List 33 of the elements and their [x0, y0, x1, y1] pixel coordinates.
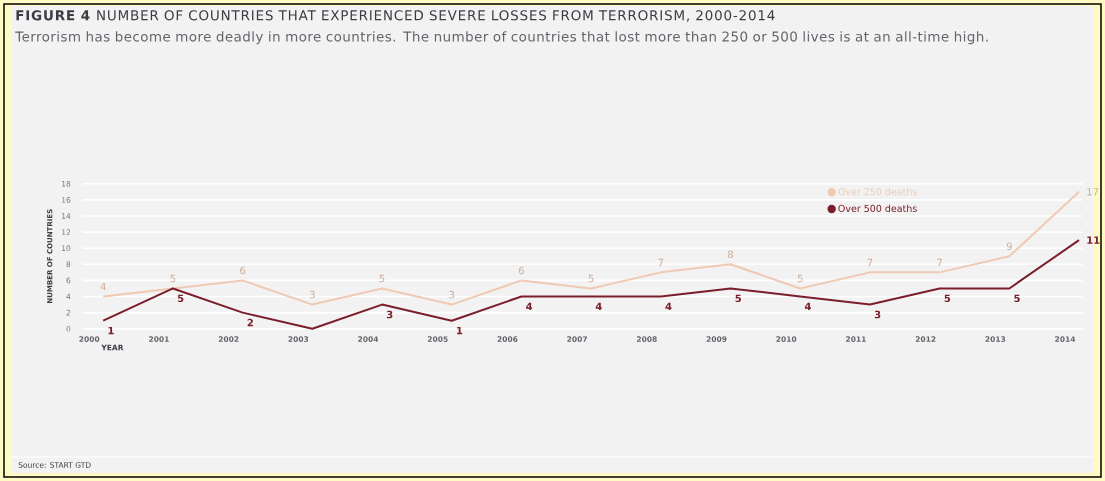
data-label: 4 — [665, 302, 672, 311]
data-label: 9 — [1006, 242, 1012, 251]
data-label: 8 — [728, 250, 734, 259]
data-label: 7 — [658, 258, 664, 267]
data-label: 4 — [804, 302, 811, 311]
data-label: 2 — [247, 318, 253, 327]
data-label: 6 — [240, 266, 246, 275]
data-label: 5 — [944, 294, 951, 303]
data-label: 4 — [595, 302, 602, 311]
data-label: 5 — [735, 294, 741, 303]
data-label: 5 — [588, 274, 594, 283]
data-label: 1 — [457, 326, 463, 335]
data-label: 5 — [379, 274, 385, 283]
data-label: 4 — [526, 302, 533, 311]
data-label: 7 — [867, 258, 873, 267]
data-label: 6 — [518, 266, 524, 275]
data-label: 4 — [100, 283, 106, 291]
legend-label: Over 500 deaths — [838, 204, 917, 213]
data-label: 3 — [449, 290, 455, 299]
data-label: 7 — [937, 258, 942, 267]
data-label: 17 — [1087, 188, 1099, 196]
chart-subtitle: Terrorism has become more deadly in more countries. The number of countries that lost more than 250 or 500 lives is at an all-time high. — [15, 31, 988, 45]
data-label: 5 — [797, 274, 803, 283]
data-label: 5 — [170, 274, 176, 283]
data-label: 5 — [1014, 294, 1020, 303]
data-label: 11 — [1087, 236, 1100, 244]
data-label: 1 — [108, 326, 114, 335]
legend-label: Over 250 deaths — [838, 187, 917, 196]
data-label: 3 — [874, 310, 881, 319]
data-label: 3 — [386, 310, 393, 319]
data-label: 3 — [309, 290, 315, 299]
chart-title: FIGURE 4 NUMBER OF COUNTRIES THAT EXPERIENCED SEVERE LOSSES FROM TERRORISM, 2000-2014 — [16, 10, 775, 22]
data-label: 5 — [177, 294, 184, 303]
